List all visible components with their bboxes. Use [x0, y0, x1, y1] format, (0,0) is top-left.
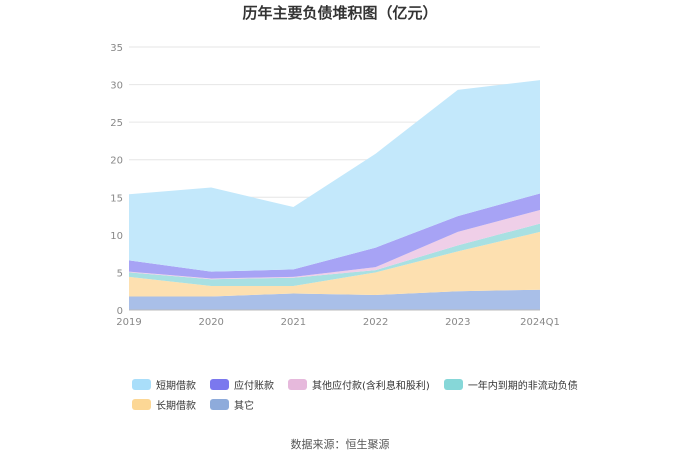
y-tick-label: 10	[110, 231, 123, 242]
y-tick-label: 0	[117, 306, 123, 317]
area-series-一年内到期的非流动负债	[129, 223, 540, 286]
legend-label: 一年内到期的非流动负债	[467, 381, 578, 392]
legend-label: 其他应付款(含利息和股利)	[312, 381, 430, 392]
area-series-短期借款	[129, 80, 540, 272]
x-tick-label: 2021	[281, 317, 306, 328]
legend-item[interactable]: 其他应付款(含利息和股利)	[288, 378, 430, 392]
legend-swatch	[443, 379, 463, 390]
y-tick-label: 30	[110, 81, 123, 92]
x-tick-label: 2024Q1	[520, 317, 560, 328]
y-tick-label: 20	[110, 156, 123, 167]
legend-item[interactable]: 其它	[210, 398, 254, 412]
x-tick-label: 2019	[116, 317, 141, 328]
legend-label: 应付账款	[234, 381, 274, 392]
area-series-应付账款	[129, 193, 540, 279]
area-series-其它	[129, 289, 540, 310]
area-series-其他应付款(含利息和股利)	[129, 210, 540, 280]
legend-swatch	[132, 399, 151, 410]
x-tick-label: 2020	[198, 317, 223, 328]
y-tick-label: 5	[117, 268, 123, 279]
legend-item[interactable]: 短期借款	[132, 378, 196, 392]
legend-swatch	[132, 379, 151, 390]
chart-legend: 短期借款 应付账款 其他应付款(含利息和股利) 一年内到期的非流动负债长期借款 其它	[132, 378, 602, 412]
legend-label: 长期借款	[156, 401, 196, 412]
y-tick-label: 35	[110, 43, 123, 54]
area-series-长期借款	[129, 231, 540, 297]
legend-item[interactable]: 应付账款	[210, 378, 274, 392]
legend-swatch	[210, 399, 229, 410]
legend-label: 其它	[234, 401, 254, 412]
y-tick-label: 15	[110, 193, 123, 204]
legend-swatch	[210, 379, 229, 390]
data-source-note: 数据来源：恒生聚源	[290, 438, 390, 451]
x-tick-label: 2023	[445, 317, 470, 328]
x-tick-label: 2022	[363, 317, 388, 328]
legend-swatch	[288, 379, 307, 390]
legend-label: 短期借款	[156, 381, 196, 392]
chart-title: 历年主要负债堆积图（亿元）	[242, 4, 438, 22]
legend-item[interactable]: 长期借款	[132, 398, 196, 412]
stacked-area-chart: 0 5 10 15 20 25 30 35 2019 2020 2021 2022 2023 2024Q1	[110, 43, 560, 328]
y-tick-label: 25	[110, 118, 123, 129]
legend-item[interactable]: 一年内到期的非流动负债	[443, 378, 578, 392]
